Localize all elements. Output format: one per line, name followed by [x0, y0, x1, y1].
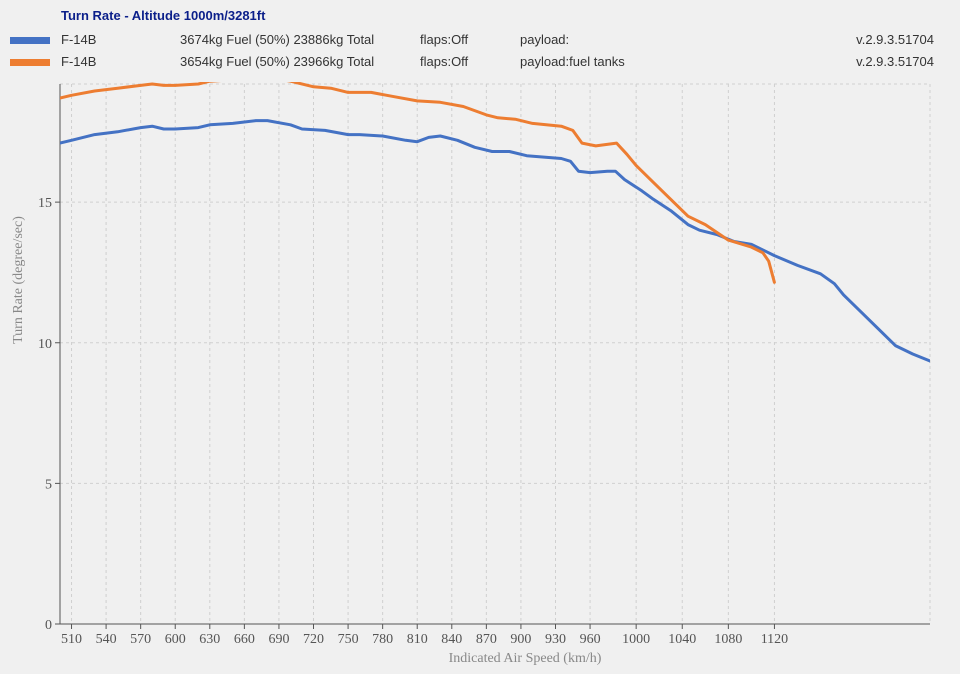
legend-flaps: flaps:Off — [420, 54, 469, 69]
x-tick-label: 600 — [165, 632, 186, 647]
legend-entry: F-14B 3654kg Fuel (50%) 23966kg Total fl… — [0, 54, 960, 74]
x-tick-label: 870 — [476, 632, 497, 647]
x-tick-label: 1120 — [761, 632, 788, 647]
y-tick-label: 5 — [45, 477, 52, 492]
x-tick-label: 900 — [510, 632, 531, 647]
legend-entry: F-14B 3674kg Fuel (50%) 23886kg Total fl… — [0, 32, 960, 52]
legend-swatch — [10, 37, 50, 44]
x-tick-label: 720 — [303, 632, 324, 647]
axes: 510 540 570 600 630 660 690 720 750 780 810 840 870 9… — [38, 84, 930, 647]
series-line-2 — [60, 82, 776, 284]
x-tick-label: 690 — [268, 632, 289, 647]
y-axis-title: Turn Rate (degree/sec) — [11, 216, 26, 344]
x-tick-label: 840 — [441, 632, 462, 647]
x-tick-label: 810 — [407, 632, 428, 647]
x-tick-label: 960 — [580, 632, 601, 647]
series-lines — [60, 82, 930, 363]
x-tick-label: 570 — [130, 632, 151, 647]
x-tick-label: 630 — [199, 632, 220, 647]
legend-fuel: 3674kg Fuel (50%) 23886kg Total — [180, 32, 375, 47]
x-tick-label: 1000 — [622, 632, 650, 647]
x-tick-label: 510 — [61, 632, 82, 647]
legend-payload: payload: — [520, 32, 570, 47]
x-tick-label: 780 — [372, 632, 393, 647]
grid-lines — [60, 83, 931, 624]
legend-aircraft-name: F-14B — [61, 54, 97, 69]
y-tick-label: 15 — [38, 196, 52, 211]
x-tick-label: 540 — [96, 632, 117, 647]
x-axis-title: Indicated Air Speed (km/h) — [449, 651, 602, 666]
legend-fuel: 3654kg Fuel (50%) 23966kg Total — [180, 54, 375, 69]
legend-aircraft-name: F-14B — [61, 32, 97, 47]
x-tick-label: 1080 — [714, 632, 742, 647]
x-tick-label: 1040 — [668, 632, 696, 647]
x-tick-label: 930 — [545, 632, 566, 647]
series-line-1 — [60, 119, 930, 363]
legend-swatch — [10, 59, 50, 66]
legend-flaps: flaps:Off — [420, 32, 469, 47]
x-tick-label: 660 — [234, 632, 255, 647]
legend-version: v.2.9.3.51704 — [856, 54, 934, 69]
y-tick-label: 10 — [38, 337, 52, 352]
chart-title: Turn Rate - Altitude 1000m/3281ft — [61, 8, 266, 23]
legend-version: v.2.9.3.51704 — [856, 32, 934, 47]
x-tick-label: 750 — [338, 632, 359, 647]
y-tick-label: 0 — [45, 618, 52, 633]
legend-payload: payload:fuel tanks — [520, 54, 625, 69]
